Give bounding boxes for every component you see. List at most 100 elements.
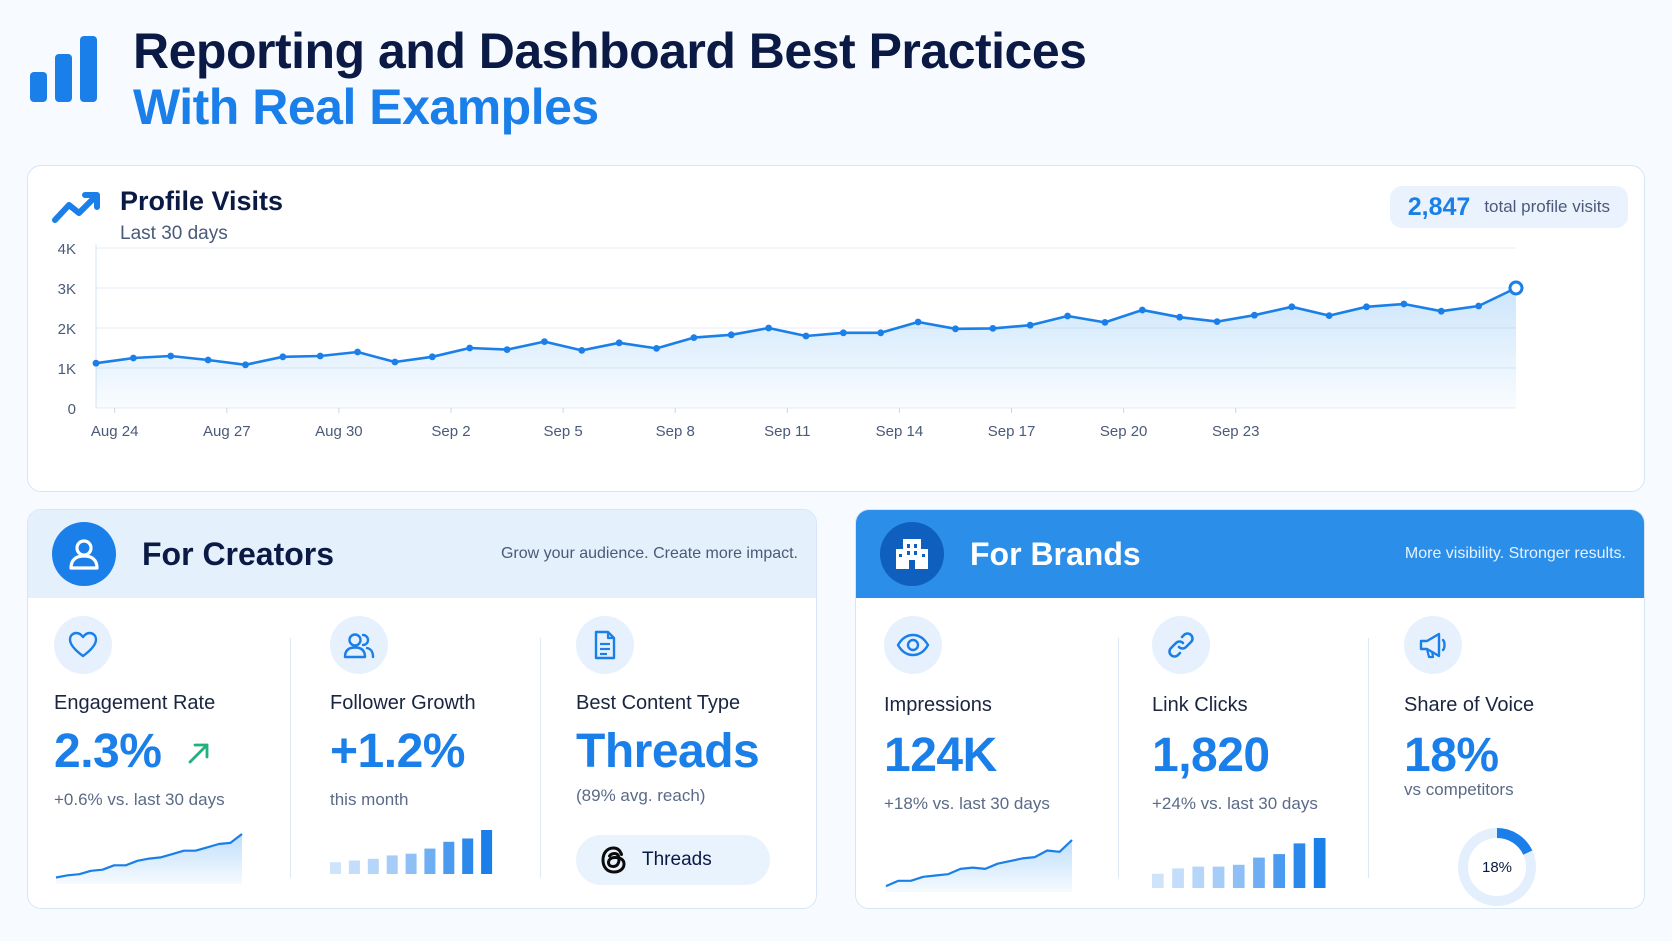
data-point [1176, 313, 1184, 321]
data-point [690, 334, 698, 341]
sparkline-area [886, 840, 1072, 892]
x-tick-label: Sep 2 [431, 423, 470, 440]
share-of-voice-metric: Share of Voice 18% vs competitors 18% [1404, 598, 1604, 908]
brands-panel: For Brands More visibility. Stronger res… [855, 509, 1645, 909]
data-point [1475, 302, 1483, 310]
bar [1273, 854, 1285, 888]
data-point [541, 338, 548, 345]
divider [1118, 638, 1119, 878]
profile-visits-line-chart: 0 1K 2K 3K 4K Aug 24 Aug 27 Aug 30 Sep 2 Sep 5 Sep… [58, 241, 1524, 440]
metric-label: Impressions [884, 694, 992, 716]
follower-growth-bars [330, 830, 493, 874]
divider [290, 638, 291, 878]
data-point [1288, 303, 1296, 311]
y-tick-label: 1K [58, 361, 76, 378]
building-icon [880, 522, 944, 586]
total-visits-label: total profile visits [1484, 197, 1610, 216]
bar [1253, 857, 1265, 888]
donut-slice [1458, 828, 1536, 906]
data-point [653, 345, 660, 352]
share-of-voice-donut: 18% [1454, 824, 1540, 908]
link-clicks-bars [1152, 838, 1326, 888]
bar [1313, 838, 1326, 888]
data-point-last [1508, 280, 1524, 296]
metric-value: 1,820 [1152, 729, 1270, 782]
bar [1212, 866, 1225, 888]
x-tick-label: Sep 14 [876, 423, 924, 440]
data-point [1437, 307, 1445, 315]
x-tick-label: Sep 11 [764, 423, 810, 440]
data-point [1213, 318, 1221, 325]
x-tick-label: Sep 8 [656, 423, 695, 440]
data-point [839, 329, 847, 337]
donut-center-label: 18% [1481, 858, 1513, 876]
y-tick-label: 0 [68, 401, 76, 418]
x-tick-label: Sep 20 [1100, 423, 1148, 440]
brands-header: For Brands More visibility. Stronger res… [856, 510, 1644, 598]
bar [1293, 843, 1306, 888]
follower-growth-metric: Follower Growth +1.2% this month [330, 598, 560, 908]
profile-visits-card: Profile Visits Last 30 days 2,847 total … [27, 165, 1645, 492]
metric-label: Engagement Rate [54, 692, 216, 714]
bar [367, 858, 379, 874]
divider [540, 638, 541, 878]
divider [1368, 638, 1369, 878]
metric-sub: vs competitors [1404, 780, 1514, 799]
engagement-sparkline [55, 833, 243, 884]
data-point [167, 352, 175, 360]
bar [424, 848, 436, 874]
metric-sub: +0.6% vs. last 30 days [54, 790, 225, 809]
y-tick-label: 2K [58, 321, 76, 338]
bar [386, 855, 398, 874]
metric-label: Best Content Type [576, 692, 741, 714]
metric-value: 18% [1404, 729, 1499, 782]
impressions-sparkline [885, 839, 1073, 892]
creators-panel: For Creators Grow your audience. Create … [27, 509, 817, 909]
threads-badge-label: Threads [642, 849, 712, 870]
metric-value: +1.2% [330, 725, 465, 778]
best-content-type-metric: Best Content Type Threads (89% avg. reac… [576, 598, 806, 908]
data-point [316, 352, 324, 360]
x-tick-label: Sep 23 [1212, 423, 1260, 440]
bar [481, 830, 493, 874]
data-point [1064, 312, 1071, 320]
data-point [578, 347, 586, 354]
threads-badge: Threads [576, 835, 770, 885]
creators-title: For Creators [142, 535, 335, 572]
brands-title: For Brands [970, 535, 1141, 572]
bar [462, 838, 474, 874]
data-point [391, 358, 399, 366]
metric-value: 124K [884, 729, 997, 782]
total-visits-badge: 2,847 total profile visits [1389, 186, 1628, 228]
users-icon [330, 616, 388, 674]
y-tick-label: 4K [58, 241, 76, 258]
user-icon [52, 522, 116, 586]
data-point [1400, 300, 1408, 308]
metric-sub: this month [330, 790, 409, 809]
link-clicks-metric: Link Clicks 1,820 +24% vs. last 30 days [1152, 598, 1382, 908]
bar [1152, 873, 1164, 888]
metric-sub: +24% vs. last 30 days [1152, 794, 1318, 813]
data-point [466, 344, 474, 352]
data-point [914, 318, 922, 326]
link-icon [1152, 616, 1210, 674]
data-point [1251, 311, 1258, 319]
data-point [354, 348, 361, 356]
data-point [92, 359, 100, 367]
bar [1232, 864, 1245, 888]
megaphone-icon [1404, 616, 1462, 674]
x-tick-label: Sep 5 [544, 423, 583, 440]
metric-sub: +18% vs. last 30 days [884, 794, 1050, 813]
data-point [279, 353, 287, 361]
arrow-up-right-icon [188, 743, 209, 764]
x-tick-label: Aug 30 [315, 423, 363, 440]
eye-icon [884, 616, 942, 674]
x-tick-label: Aug 27 [203, 423, 251, 440]
sparkline-line [885, 839, 1073, 888]
engagement-rate-metric: Engagement Rate 2.3% +0.6% vs. last 30 d… [54, 598, 284, 908]
data-point [952, 325, 959, 333]
metric-value: Threads [576, 725, 760, 778]
trending-up-icon [52, 192, 100, 223]
threads-logo-icon [601, 846, 626, 874]
metric-label: Follower Growth [330, 692, 476, 714]
